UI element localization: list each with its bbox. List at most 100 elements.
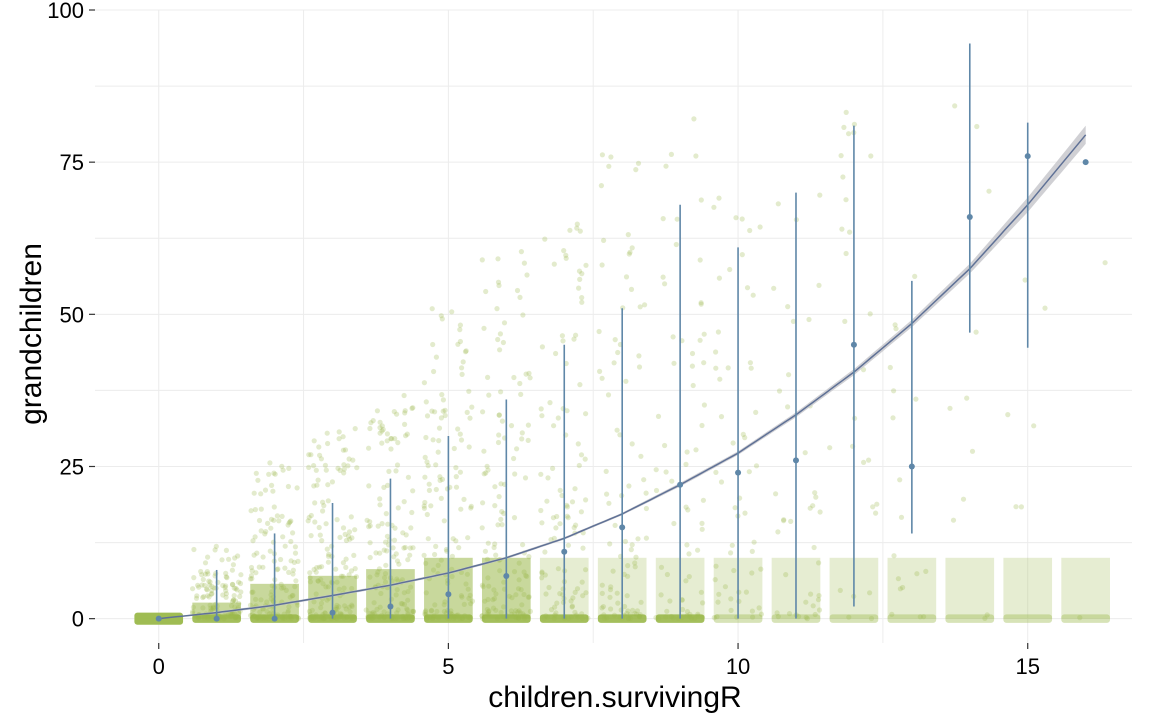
jitter-point (625, 232, 631, 238)
jitter-point (498, 389, 504, 395)
jitter-point (739, 252, 745, 258)
jitter-point (323, 467, 329, 473)
jitter-point (272, 471, 278, 477)
jitter-point (635, 536, 641, 542)
jitter-point (725, 365, 731, 371)
jitter-point (643, 535, 650, 541)
jitter-point (950, 517, 957, 523)
jitter-point (539, 570, 545, 576)
jitter-point (730, 440, 736, 446)
jitter-point (683, 578, 689, 584)
jitter-point (749, 608, 756, 614)
jitter-point (422, 454, 428, 460)
jitter-point (868, 153, 874, 159)
jitter-point (207, 579, 213, 585)
jitter-point (552, 604, 558, 610)
jitter-point (846, 131, 852, 137)
jitter-point (383, 539, 389, 545)
jitter-point (617, 432, 623, 438)
jitter-point (643, 505, 650, 512)
jitter-point (392, 525, 398, 531)
jitter-point (598, 183, 605, 189)
jitter-point (231, 585, 237, 591)
jitter-point (653, 487, 660, 494)
jitter-point (543, 591, 549, 597)
jitter-point (810, 603, 816, 609)
jitter-point (481, 448, 487, 454)
jitter-point (813, 494, 819, 500)
jitter-point (603, 468, 609, 474)
jitter-point (810, 503, 816, 509)
jitter-point (341, 462, 347, 468)
jitter-point (913, 396, 919, 402)
jitter-point (583, 567, 589, 573)
jitter-point (573, 522, 579, 528)
jitter-point (430, 437, 436, 443)
jitter-point (293, 578, 299, 584)
jitter-point (599, 582, 605, 588)
jitter-point (728, 596, 734, 602)
jitter-point (191, 546, 197, 553)
jitter-point (597, 368, 603, 374)
jitter-point (466, 388, 472, 394)
jitter-point (716, 195, 722, 201)
jitter-point (669, 478, 675, 484)
jitter-point (206, 578, 212, 584)
jitter-point (577, 276, 583, 282)
jitter-point (715, 329, 722, 335)
jitter-point (422, 474, 428, 480)
axis-layer: 0 5 10 15 0 25 50 75 100 (47, 0, 1040, 679)
jitter-point (579, 271, 585, 277)
jitter-point (223, 583, 229, 589)
jitter-point (698, 589, 705, 595)
jitter-point (485, 540, 491, 546)
jitter-point (563, 255, 569, 261)
jitter-point (367, 554, 373, 561)
jitter-point (421, 503, 427, 509)
jitter-point (341, 466, 347, 472)
jitter-point (405, 557, 411, 563)
jitter-point (747, 360, 754, 366)
jitter-point (280, 534, 286, 540)
jitter-point (689, 363, 696, 369)
jitter-point (325, 498, 331, 504)
jitter-point (379, 423, 385, 429)
jitter-point (203, 586, 210, 592)
y-tick-label: 100 (47, 0, 84, 23)
y-axis-title: grandchildren (15, 243, 48, 425)
jitter-point (570, 595, 576, 601)
jitter-point (200, 594, 206, 601)
jitter-point (660, 274, 666, 280)
jitter-point (662, 281, 668, 287)
jitter-point (816, 607, 823, 613)
summary-point (908, 463, 915, 470)
jitter-point (633, 167, 639, 173)
jitter-point (636, 364, 643, 370)
jitter-point (317, 532, 323, 538)
jitter-point (982, 615, 988, 622)
jitter-point (579, 299, 585, 305)
jitter-point (326, 551, 332, 557)
jitter-point (402, 410, 408, 416)
jitter-point (683, 504, 689, 510)
jitter-point (775, 529, 781, 535)
jitter-point (744, 285, 751, 291)
jitter-point (716, 275, 723, 281)
jitter-point (607, 587, 614, 593)
jitter-point (483, 470, 489, 476)
jitter-point (230, 562, 236, 568)
jitter-point (497, 331, 503, 337)
jitter-point (206, 594, 212, 600)
jitter-point (614, 590, 620, 596)
jitter-point (193, 595, 200, 601)
jitter-point (438, 415, 444, 421)
jitter-point (544, 498, 550, 504)
jitter-point (563, 252, 569, 258)
jitter-point (271, 517, 277, 523)
summary-point (792, 457, 799, 464)
jitter-point (266, 471, 272, 477)
jitter-point (606, 500, 612, 506)
jitter-point (258, 528, 264, 534)
jitter-point (455, 341, 461, 347)
jitter-point (811, 544, 817, 551)
